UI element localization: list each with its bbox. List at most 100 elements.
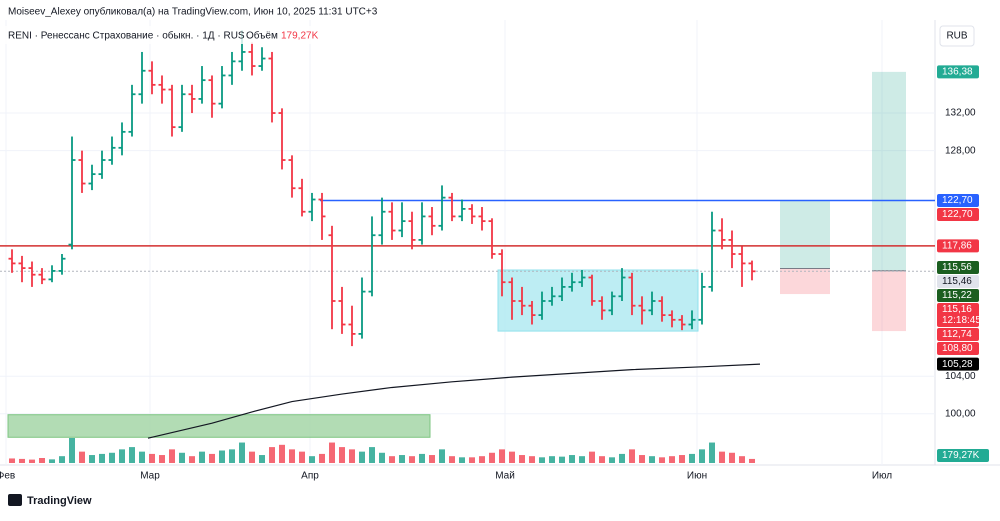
volume-bar: [729, 452, 735, 463]
volume-bar: [159, 455, 165, 463]
volume-bar: [689, 453, 695, 463]
currency-box[interactable]: [939, 25, 975, 47]
volume-bar: [649, 456, 655, 463]
price-badge-label: 105,28: [942, 359, 973, 370]
volume-title: Объём: [246, 30, 278, 42]
price-badge: [937, 328, 979, 342]
volume-bar: [639, 455, 645, 463]
brand: TradingView: [27, 495, 92, 507]
price-badge: [937, 289, 979, 303]
volume-bar: [619, 453, 625, 463]
brand-logo: [8, 494, 22, 506]
volume-badge: [937, 449, 989, 462]
price-badge: [937, 275, 979, 289]
price-badge: [937, 261, 979, 275]
volume-bar: [29, 459, 35, 463]
publisher: Moiseev_Alexey опубликовал(а) на Trading…: [8, 6, 378, 18]
volume-bar: [579, 456, 585, 463]
volume-bar: [319, 453, 325, 463]
volume-bar: [439, 449, 445, 463]
volume-bar: [739, 456, 745, 463]
price-badge-label: 122,70: [942, 209, 973, 220]
volume-bar: [499, 449, 505, 463]
price-badge-label: 115,56: [942, 262, 972, 273]
volume-bar: [69, 438, 75, 463]
volume-bar: [39, 458, 45, 463]
volume-bar: [219, 450, 225, 463]
price-badge: [937, 193, 979, 207]
price-badge: [937, 357, 979, 371]
volume-bar: [419, 453, 425, 463]
volume-bar: [559, 456, 565, 463]
x-tick-label: Май: [495, 471, 515, 482]
volume-bar: [699, 449, 705, 463]
price-badge-label: 112,74: [942, 329, 972, 340]
legend-bg: [0, 26, 330, 44]
price-badge: [937, 65, 979, 79]
position-profit: [780, 200, 830, 269]
volume-bar: [399, 455, 405, 463]
volume-bar: [99, 453, 105, 463]
volume-bar: [199, 451, 205, 463]
volume-bar: [669, 456, 675, 463]
volume-bar: [549, 456, 555, 463]
y-tick-label: 132,00: [945, 108, 976, 119]
volume-bar: [179, 452, 185, 463]
volume-bar: [189, 456, 195, 463]
price-badge-label: 115,46: [942, 276, 972, 287]
volume-bar: [339, 447, 345, 463]
position-loss: [872, 270, 906, 332]
volume-bar: [79, 451, 85, 463]
position-loss: [780, 268, 830, 295]
volume-bar: [269, 447, 275, 463]
volume-bar: [369, 447, 375, 463]
volume-bar: [299, 451, 305, 463]
volume-bar: [469, 457, 475, 463]
volume-bar: [149, 453, 155, 463]
volume-bar: [229, 449, 235, 463]
volume-bar: [519, 455, 525, 463]
price-badge: [937, 239, 979, 253]
volume-bar: [389, 456, 395, 463]
volume-bar: [89, 455, 95, 463]
volume-bar: [599, 456, 605, 463]
currency[interactable]: RUB: [946, 31, 967, 42]
volume-bar: [479, 456, 485, 463]
volume-bar: [129, 447, 135, 463]
x-tick-label: Фев: [0, 471, 15, 482]
plot: [0, 20, 935, 465]
volume-bar: [709, 442, 715, 463]
volume-bar: [449, 456, 455, 463]
volume-bar: [109, 452, 115, 463]
volume-bar: [569, 455, 575, 463]
zone: [497, 269, 699, 332]
volume-bar: [529, 456, 535, 463]
volume-bar: [209, 453, 215, 463]
price-badge-label: 136,38: [942, 67, 973, 78]
volume-bar: [609, 457, 615, 463]
volume-bar: [409, 456, 415, 463]
x-tick-label: Июн: [687, 471, 707, 482]
y-tick-label: 104,00: [945, 371, 976, 382]
y-tick-label: 128,00: [945, 145, 976, 156]
volume-bar: [329, 442, 335, 463]
price-badge: [937, 303, 979, 328]
price-badge-label: 115,22: [942, 290, 972, 301]
volume-bar: [289, 449, 295, 463]
volume-bar: [489, 452, 495, 463]
volume-bar: [49, 459, 55, 463]
price-badge: [937, 207, 979, 221]
volume-badge-label: 179,27K: [942, 450, 980, 461]
volume-bar: [309, 456, 315, 463]
volume-bar: [379, 452, 385, 463]
volume-bar: [259, 455, 265, 463]
price-badge-label: 115,16: [942, 304, 972, 315]
x-tick-label: Мар: [140, 471, 160, 482]
volume-bar: [169, 449, 175, 463]
x-tick-label: Апр: [301, 471, 319, 482]
volume-bar: [509, 451, 515, 463]
volume-bar: [9, 458, 15, 463]
volume-bar: [119, 449, 125, 463]
x-tick-label: Июл: [872, 471, 892, 482]
